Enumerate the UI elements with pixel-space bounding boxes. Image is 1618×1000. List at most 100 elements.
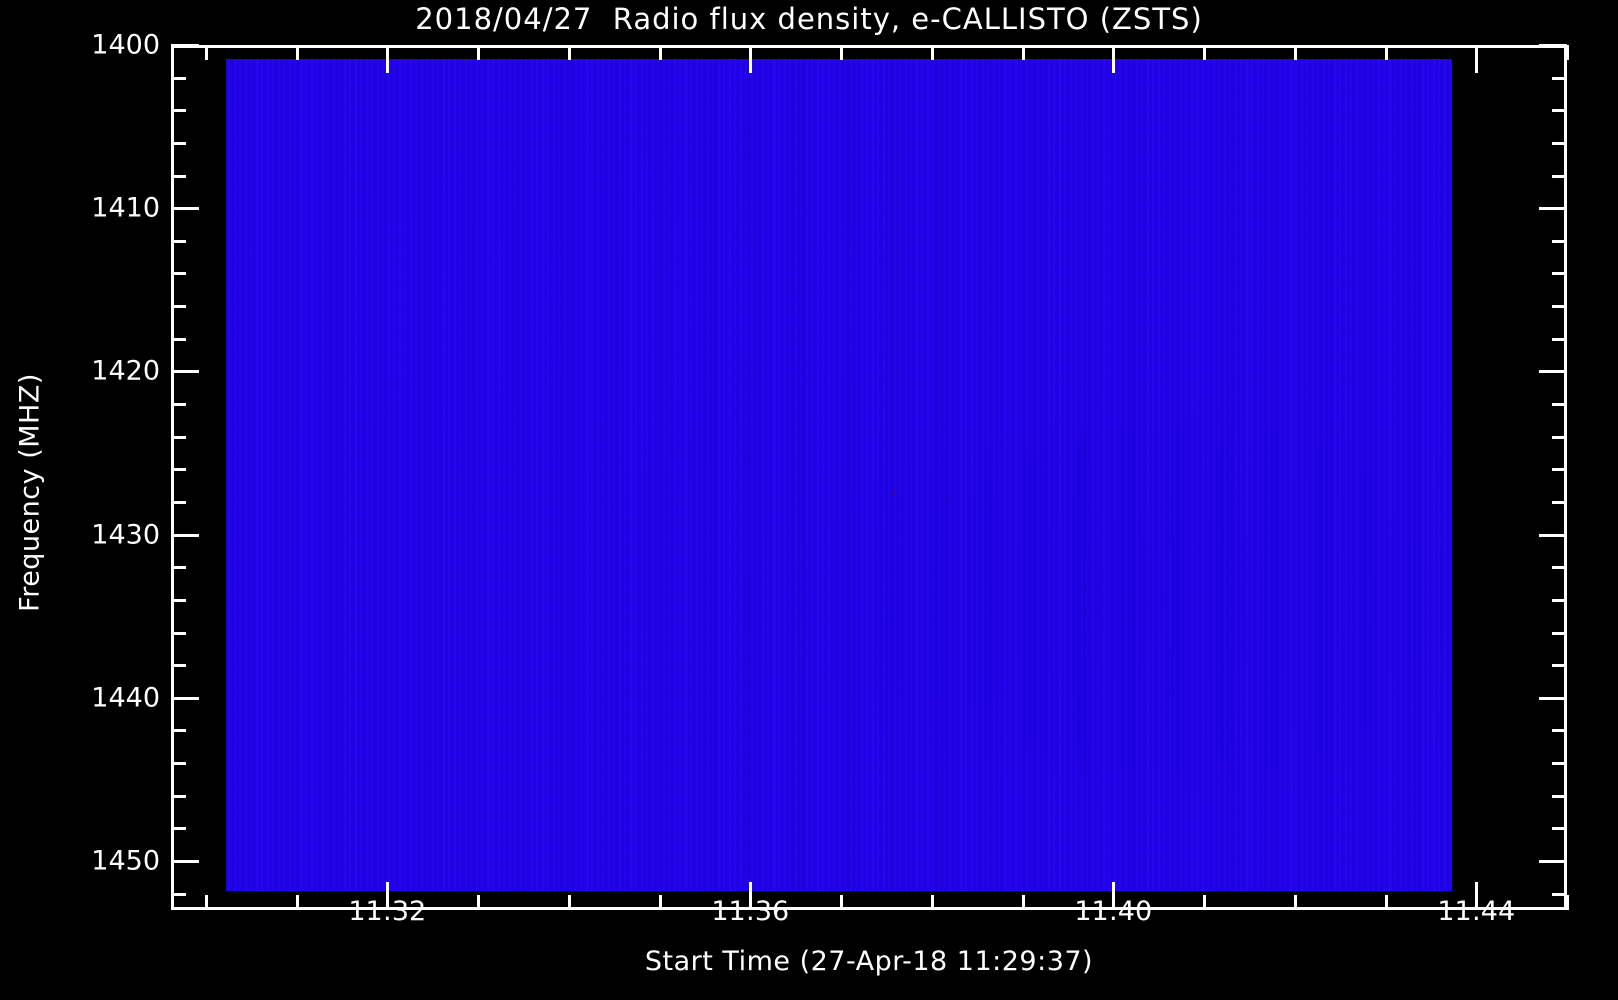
y-axis-right-minor-tick <box>1552 403 1567 406</box>
y-axis-right-minor-tick <box>1552 109 1567 112</box>
y-axis-minor-tick <box>171 109 186 112</box>
y-axis-right-minor-tick <box>1552 468 1567 471</box>
x-axis-top-minor-tick <box>1566 45 1569 60</box>
y-axis-right-minor-tick <box>1552 305 1567 308</box>
x-axis-minor-tick <box>1566 895 1569 910</box>
x-axis-tick-label: 11:36 <box>711 896 790 927</box>
x-axis-title: Start Time (27-Apr-18 11:29:37) <box>644 946 1094 977</box>
x-axis-minor-tick <box>1294 895 1297 910</box>
raster-feature-overlay <box>226 59 1452 891</box>
y-axis-minor-tick <box>171 77 186 80</box>
y-axis-title: Frequency (MHZ) <box>14 373 46 612</box>
y-axis-right-major-tick <box>1539 370 1567 373</box>
y-axis-right-major-tick <box>1539 697 1567 700</box>
x-axis-minor-tick <box>205 895 208 910</box>
x-axis-top-minor-tick <box>840 45 843 60</box>
y-axis-minor-tick <box>171 827 186 830</box>
y-axis-right-minor-tick <box>1552 827 1567 830</box>
x-axis-top-minor-tick <box>296 45 299 60</box>
y-axis-minor-tick <box>171 240 186 243</box>
spectrogram-raster <box>226 59 1452 891</box>
y-axis-right-minor-tick <box>1552 664 1567 667</box>
y-axis-right-major-tick <box>1539 860 1567 863</box>
y-axis-major-tick <box>171 697 199 700</box>
y-axis-major-tick <box>171 534 199 537</box>
x-axis-minor-tick <box>296 895 299 910</box>
y-axis-right-major-tick <box>1539 207 1567 210</box>
y-axis-right-minor-tick <box>1552 632 1567 635</box>
x-axis-minor-tick <box>477 895 480 910</box>
y-axis-minor-tick <box>171 729 186 732</box>
y-axis-minor-tick <box>171 403 186 406</box>
x-axis-top-major-tick <box>749 45 752 73</box>
x-axis-top-minor-tick <box>931 45 934 60</box>
y-axis-minor-tick <box>171 893 186 896</box>
y-axis-major-tick <box>171 860 199 863</box>
y-axis-tick-label: 1410 <box>91 192 160 224</box>
y-axis-right-minor-tick <box>1552 338 1567 341</box>
x-axis-top-minor-tick <box>568 45 571 60</box>
y-axis-minor-tick <box>171 566 186 569</box>
x-axis-minor-tick <box>659 895 662 910</box>
x-axis-top-minor-tick <box>1022 45 1025 60</box>
x-axis-major-tick <box>1475 882 1478 910</box>
x-axis-top-major-tick <box>386 45 389 73</box>
y-axis-minor-tick <box>171 468 186 471</box>
y-axis-minor-tick <box>171 436 186 439</box>
y-axis-right-minor-tick <box>1552 566 1567 569</box>
x-axis-major-tick <box>1112 882 1115 910</box>
y-axis-minor-tick <box>171 142 186 145</box>
x-axis-top-minor-tick <box>477 45 480 60</box>
y-axis-major-tick <box>171 44 199 47</box>
x-axis-top-minor-tick <box>1385 45 1388 60</box>
y-axis-minor-tick <box>171 175 186 178</box>
x-axis-major-tick <box>386 882 389 910</box>
raster-noise-texture <box>226 59 1452 891</box>
y-axis-minor-tick <box>171 272 186 275</box>
y-axis-minor-tick <box>171 305 186 308</box>
y-axis-major-tick <box>171 370 199 373</box>
y-axis-tick-label: 1450 <box>91 845 160 877</box>
y-axis-right-minor-tick <box>1552 175 1567 178</box>
y-axis-tick-label: 1440 <box>91 682 160 714</box>
y-axis-minor-tick <box>171 599 186 602</box>
x-axis-top-minor-tick <box>659 45 662 60</box>
x-axis-tick-label: 11:40 <box>1074 896 1153 927</box>
y-axis-minor-tick <box>171 762 186 765</box>
y-axis-right-minor-tick <box>1552 762 1567 765</box>
y-axis-minor-tick <box>171 501 186 504</box>
chart-title: 2018/04/27 Radio flux density, e-CALLIST… <box>415 2 1203 36</box>
y-axis-right-minor-tick <box>1552 142 1567 145</box>
y-axis-right-minor-tick <box>1552 240 1567 243</box>
y-axis-minor-tick <box>171 632 186 635</box>
y-axis-tick-label: 1420 <box>91 355 160 387</box>
y-axis-right-minor-tick <box>1552 77 1567 80</box>
y-axis-right-major-tick <box>1539 534 1567 537</box>
y-axis-right-minor-tick <box>1552 436 1567 439</box>
x-axis-minor-tick <box>931 895 934 910</box>
y-axis-right-minor-tick <box>1552 599 1567 602</box>
x-axis-top-minor-tick <box>205 45 208 60</box>
y-axis-right-minor-tick <box>1552 501 1567 504</box>
x-axis-top-minor-tick <box>1294 45 1297 60</box>
x-axis-minor-tick <box>1022 895 1025 910</box>
x-axis-minor-tick <box>1203 895 1206 910</box>
y-axis-right-minor-tick <box>1552 893 1567 896</box>
y-axis-right-major-tick <box>1539 44 1567 47</box>
y-axis-right-minor-tick <box>1552 272 1567 275</box>
y-axis-tick-label: 1400 <box>91 29 160 61</box>
x-axis-major-tick <box>749 882 752 910</box>
x-axis-minor-tick <box>1385 895 1388 910</box>
y-axis-right-minor-tick <box>1552 729 1567 732</box>
x-axis-minor-tick <box>840 895 843 910</box>
x-axis-tick-label: 11:32 <box>348 896 427 927</box>
y-axis-major-tick <box>171 207 199 210</box>
y-axis-right-minor-tick <box>1552 795 1567 798</box>
y-axis-minor-tick <box>171 664 186 667</box>
y-axis-minor-tick <box>171 338 186 341</box>
x-axis-top-minor-tick <box>1203 45 1206 60</box>
x-axis-top-major-tick <box>1112 45 1115 73</box>
x-axis-top-major-tick <box>1475 45 1478 73</box>
x-axis-minor-tick <box>568 895 571 910</box>
